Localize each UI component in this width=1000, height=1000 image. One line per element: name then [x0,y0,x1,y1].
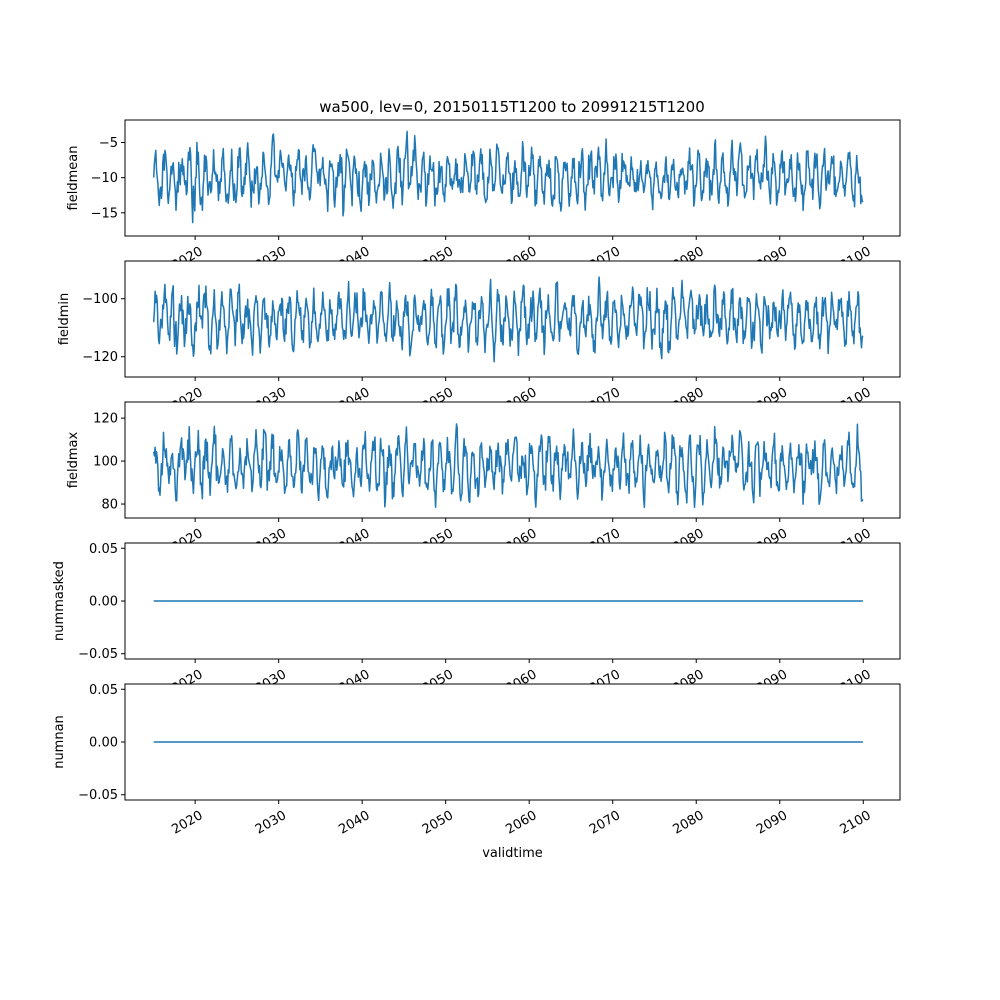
y-tick-label: −0.05 [78,647,118,662]
x-tick-label: 2050 [420,244,456,274]
y-tick-label: −0.05 [78,788,118,803]
x-tick-label: 2100 [837,385,873,415]
y-tick-label: −5 [99,136,118,151]
x-tick-label: 2100 [837,808,873,838]
panel-fieldmin: −120 −100 2020 2030 2040 2050 2060 2070 2080 2090… [57,260,901,415]
y-tick-label: 0.00 [89,595,118,610]
axes-frame [124,260,901,378]
x-tick-label: 2060 [503,808,539,838]
x-tick-label: 2080 [670,526,706,556]
x-tick-label: 2040 [336,526,372,556]
y-tick-label: 100 [93,455,118,470]
x-tick-label: 2080 [670,244,706,274]
x-tick-label: 2030 [253,667,289,697]
x-tick-label: 2090 [754,385,790,415]
series-line-fieldmax [152,423,864,509]
x-tick-label: 2060 [503,385,539,415]
x-tick-label: 2030 [253,808,289,838]
x-tick-label: 2050 [420,808,456,838]
y-tick-label: −100 [82,292,118,307]
axes-frame [124,401,901,519]
x-tick-label: 2020 [169,385,205,415]
x-axis-label: validtime [482,846,543,861]
x-tick-label: 2020 [169,526,205,556]
x-tick-label: 2100 [837,667,873,697]
x-tick-label: 2100 [837,244,873,274]
x-tick-label: 2090 [754,667,790,697]
x-tick-label: 2050 [420,385,456,415]
y-tick-label: 0.05 [89,542,118,557]
x-tick-label: 2080 [670,808,706,838]
y-tick-label: −10 [91,171,118,186]
x-tick-label: 2070 [587,808,623,838]
panel-numnan: −0.05 0.00 0.05 2020 2030 2040 2050 2060 2070 208… [52,683,901,861]
x-tick-label: 2020 [169,244,205,274]
x-tick-label: 2080 [670,667,706,697]
x-tick-label: 2070 [587,667,623,697]
y-axis-label: nummasked [52,561,67,641]
y-axis-label: fieldmean [66,146,81,211]
y-axis-label: fieldmax [66,432,81,489]
x-tick-label: 2080 [670,385,706,415]
y-axis-label: fieldmin [57,293,72,346]
x-tick-label: 2040 [336,244,372,274]
x-tick-label: 2090 [754,244,790,274]
y-tick-label: −15 [91,206,118,221]
x-tick-label: 2030 [253,385,289,415]
x-tick-label: 2060 [503,244,539,274]
x-tick-label: 2030 [253,244,289,274]
x-tick-label: 2090 [754,526,790,556]
series-line-fieldmean [152,130,864,224]
panel-fieldmax: 80 100 120 2020 2030 2040 2050 2060 2070 2080 2090… [66,401,901,556]
x-tick-label: 2030 [253,526,289,556]
x-tick-label: 2070 [587,526,623,556]
x-tick-label: 2100 [837,526,873,556]
y-tick-label: 80 [101,498,118,513]
panel-nummasked: −0.05 0.00 0.05 2020 2030 2040 2050 2060 2070 208… [52,542,901,697]
panel-fieldmean: −15 −10 −5 2020 2030 2040 2050 2060 2070 2080 2090… [66,119,901,274]
x-tick-label: 2020 [169,667,205,697]
chart-title: wa500, lev=0, 20150115T1200 to 20991215T… [319,98,705,116]
x-tick-label: 2070 [587,244,623,274]
y-tick-label: 0.05 [89,683,118,698]
x-tick-label: 2020 [169,808,205,838]
y-axis-label: numnan [52,715,67,769]
y-tick-label: 0.00 [89,736,118,751]
series-line-fieldmin [152,276,864,363]
x-tick-label: 2050 [420,526,456,556]
y-tick-label: −120 [82,350,118,365]
x-tick-label: 2060 [503,667,539,697]
x-tick-label: 2090 [754,808,790,838]
x-tick-label: 2070 [587,385,623,415]
x-tick-label: 2040 [336,385,372,415]
y-tick-label: 120 [93,412,118,427]
x-tick-label: 2050 [420,667,456,697]
x-tick-label: 2060 [503,526,539,556]
x-tick-label: 2040 [336,667,372,697]
x-tick-label: 2040 [336,808,372,838]
